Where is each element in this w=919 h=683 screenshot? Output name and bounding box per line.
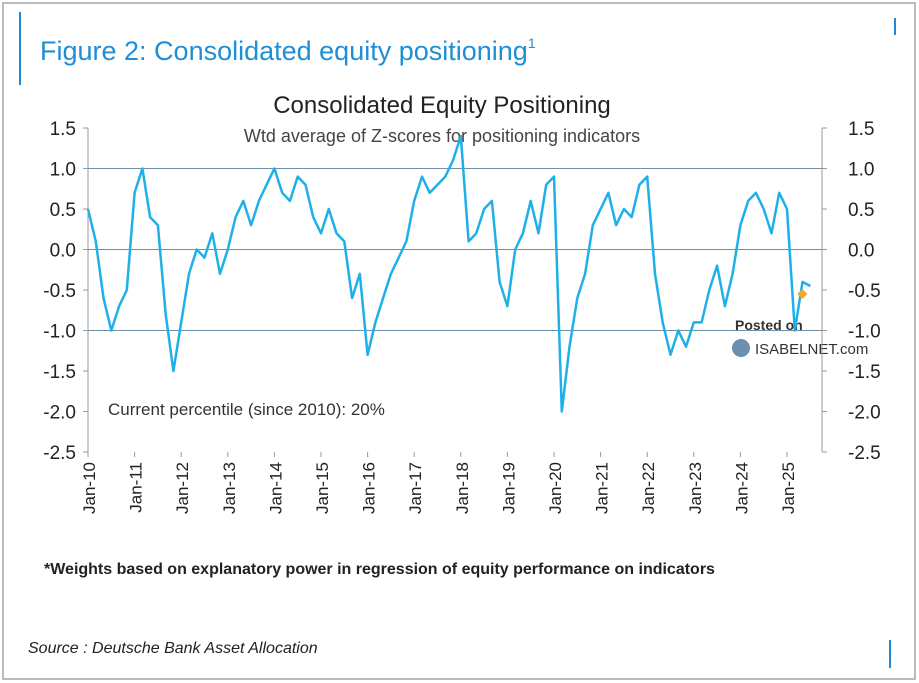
y-tick-label: -0.5 [43,281,76,302]
chart-title: Consolidated Equity Positioning [273,92,611,119]
x-tick-label: Jan-17 [406,462,425,514]
x-tick-label: Jan-23 [686,462,705,514]
x-tick-label: Jan-21 [593,462,612,514]
x-tick-label: Jan-16 [360,462,379,514]
y2-tick-label: 1.5 [848,119,874,140]
y-tick-label: 1.0 [50,160,76,181]
y2-tick-label: 0.5 [848,200,874,221]
latest-marker [797,289,808,300]
line [86,134,811,413]
x-tick-label: Jan-12 [173,462,192,514]
y2-tick-label: -1.0 [848,322,881,343]
figure-title: Figure 2: Consolidated equity positionin… [40,35,536,66]
x-tick-label: Jan-24 [732,462,751,514]
y-tick-label: 1.5 [50,119,76,140]
y2-tick-label: -1.5 [848,362,881,383]
x-tick-label: Jan-11 [127,462,146,513]
y-tick-label: -1.5 [43,362,76,383]
annotation: Current percentile (since 2010): 20% [108,400,385,419]
x-tick-label: Jan-14 [266,462,285,514]
x-tick-label: Jan-25 [779,462,798,514]
x-tick-label: Jan-13 [220,462,239,514]
watermark: ISABELNET.com [755,341,868,358]
y2-tick-label: 1.0 [848,160,874,181]
y-tick-label: 0.0 [50,241,76,262]
y-tick-label: -1.0 [43,322,76,343]
source: Source : Deutsche Bank Asset Allocation [28,640,318,657]
y-tick-label: -2.0 [43,403,76,424]
x-tick-label: Jan-15 [313,462,332,514]
y2-tick-label: 0.0 [848,241,874,262]
y-tick-label: 0.5 [50,200,76,221]
watermark: Posted on [735,317,803,333]
y-tick-label: -2.5 [43,443,76,464]
watermark-logo [732,339,750,357]
x-tick-label: Jan-22 [639,462,658,514]
y2-tick-label: -2.0 [848,403,881,424]
footnote: *Weights based on explanatory power in r… [44,561,715,578]
x-tick-label: Jan-18 [453,462,472,514]
x-tick-label: Jan-20 [546,462,565,514]
x-tick-label: Jan-19 [499,462,518,514]
y2-tick-label: -2.5 [848,443,881,464]
chart-subtitle: Wtd average of Z-scores for positioning … [244,126,640,146]
x-tick-label: Jan-10 [80,462,99,514]
y2-tick-label: -0.5 [848,281,881,302]
plot: 1.5 1.5 1.0 1.0 0.5 0.5 0.0 0.0 -0.5 -0.5 -1.0 -1.0… [43,119,881,514]
